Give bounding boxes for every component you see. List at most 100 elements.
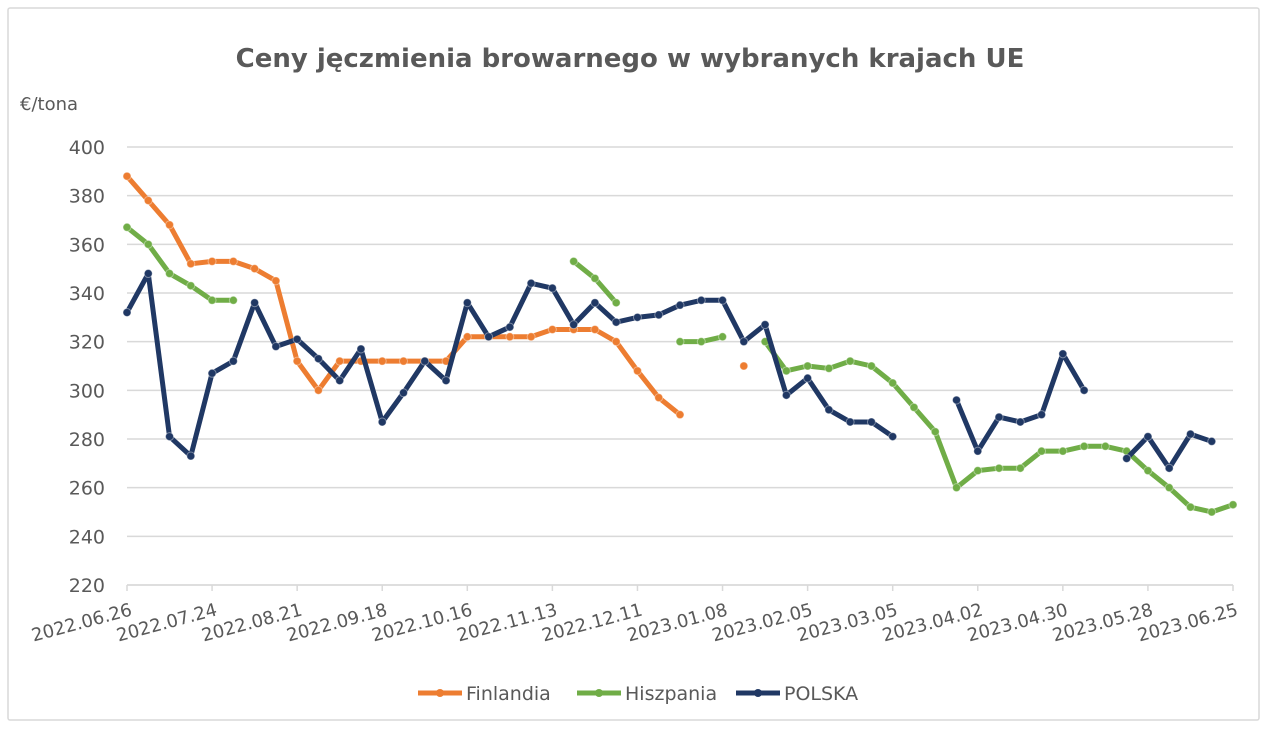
- data-point: [1037, 446, 1047, 456]
- data-point: [462, 298, 472, 308]
- data-point: [1037, 410, 1047, 420]
- data-point: [399, 356, 408, 366]
- data-point: [165, 269, 175, 279]
- data-point: [377, 417, 387, 427]
- y-tick-label: 400: [69, 137, 105, 159]
- data-point: [739, 361, 749, 371]
- data-point: [271, 342, 281, 352]
- data-point: [952, 483, 961, 493]
- data-point: [973, 466, 983, 476]
- data-point: [1015, 417, 1025, 427]
- data-point: [654, 310, 664, 320]
- data-point: [611, 337, 621, 347]
- legend-label: POLSKA: [784, 683, 858, 705]
- data-point: [994, 463, 1004, 473]
- data-point: [781, 390, 791, 400]
- data-point: [228, 256, 238, 266]
- data-point: [143, 196, 153, 206]
- data-point: [1079, 441, 1089, 451]
- legend-marker: [436, 689, 444, 697]
- data-point: [292, 334, 302, 344]
- data-point: [654, 393, 664, 403]
- data-point: [1185, 502, 1195, 512]
- chart-title: Ceny jęczmienia browarnego w wybranych k…: [236, 44, 1025, 74]
- data-point: [1185, 429, 1195, 439]
- y-tick-label: 260: [69, 478, 105, 500]
- data-point: [441, 376, 451, 386]
- data-point: [994, 412, 1004, 422]
- data-point: [1207, 507, 1217, 517]
- data-point: [207, 256, 217, 266]
- data-point: [952, 395, 961, 405]
- data-point: [462, 332, 472, 342]
- data-point: [718, 332, 728, 342]
- data-point: [420, 356, 430, 366]
- data-point: [399, 388, 408, 398]
- y-tick-label: 380: [69, 186, 105, 208]
- data-point: [803, 361, 813, 371]
- data-point: [824, 405, 834, 415]
- data-point: [547, 325, 557, 334]
- data-point: [675, 300, 685, 310]
- chart-frame: [7, 7, 1260, 721]
- data-point: [186, 259, 196, 269]
- data-point: [632, 366, 642, 376]
- data-point: [611, 298, 621, 308]
- legend-label: Finlandia: [466, 683, 551, 705]
- legend-marker: [754, 689, 762, 697]
- data-point: [845, 417, 855, 427]
- y-axis-label: €/tona: [20, 94, 78, 115]
- data-point: [505, 332, 515, 342]
- data-point: [866, 417, 876, 427]
- data-point: [228, 356, 238, 366]
- data-point: [696, 337, 706, 347]
- data-point: [611, 317, 621, 327]
- data-point: [590, 298, 600, 308]
- data-point: [165, 220, 175, 230]
- data-point: [207, 368, 217, 378]
- data-point: [1207, 436, 1217, 446]
- data-point: [803, 373, 813, 383]
- data-point: [760, 320, 770, 330]
- data-point: [207, 295, 217, 305]
- data-point: [1058, 446, 1068, 456]
- data-point: [1164, 483, 1174, 493]
- data-point: [335, 376, 345, 386]
- y-tick-label: 220: [69, 575, 105, 597]
- data-point: [122, 307, 132, 317]
- data-point: [143, 269, 153, 279]
- data-point: [228, 295, 238, 305]
- data-point: [1079, 385, 1089, 395]
- y-tick-label: 240: [69, 526, 105, 548]
- data-point: [250, 298, 260, 308]
- data-point: [1143, 432, 1153, 442]
- data-point: [696, 295, 706, 305]
- data-point: [292, 356, 302, 366]
- data-point: [1122, 453, 1132, 463]
- data-point: [909, 402, 919, 412]
- legend-marker: [595, 689, 603, 697]
- data-point: [1164, 463, 1174, 473]
- data-point: [824, 363, 834, 373]
- data-point: [1228, 500, 1238, 510]
- y-tick-label: 360: [69, 234, 105, 256]
- data-point: [590, 325, 600, 334]
- data-point: [590, 273, 600, 283]
- data-point: [866, 361, 876, 371]
- legend-label: Hiszpania: [625, 683, 717, 705]
- data-point: [888, 378, 898, 388]
- y-tick-label: 340: [69, 283, 105, 305]
- data-point: [165, 432, 175, 442]
- data-point: [526, 332, 536, 342]
- data-point: [186, 281, 196, 291]
- data-point: [122, 222, 132, 232]
- data-point: [335, 356, 345, 366]
- y-tick-label: 320: [69, 332, 105, 354]
- data-point: [143, 239, 153, 249]
- data-point: [313, 385, 323, 395]
- data-point: [122, 171, 132, 181]
- data-point: [569, 320, 579, 330]
- data-point: [675, 410, 685, 420]
